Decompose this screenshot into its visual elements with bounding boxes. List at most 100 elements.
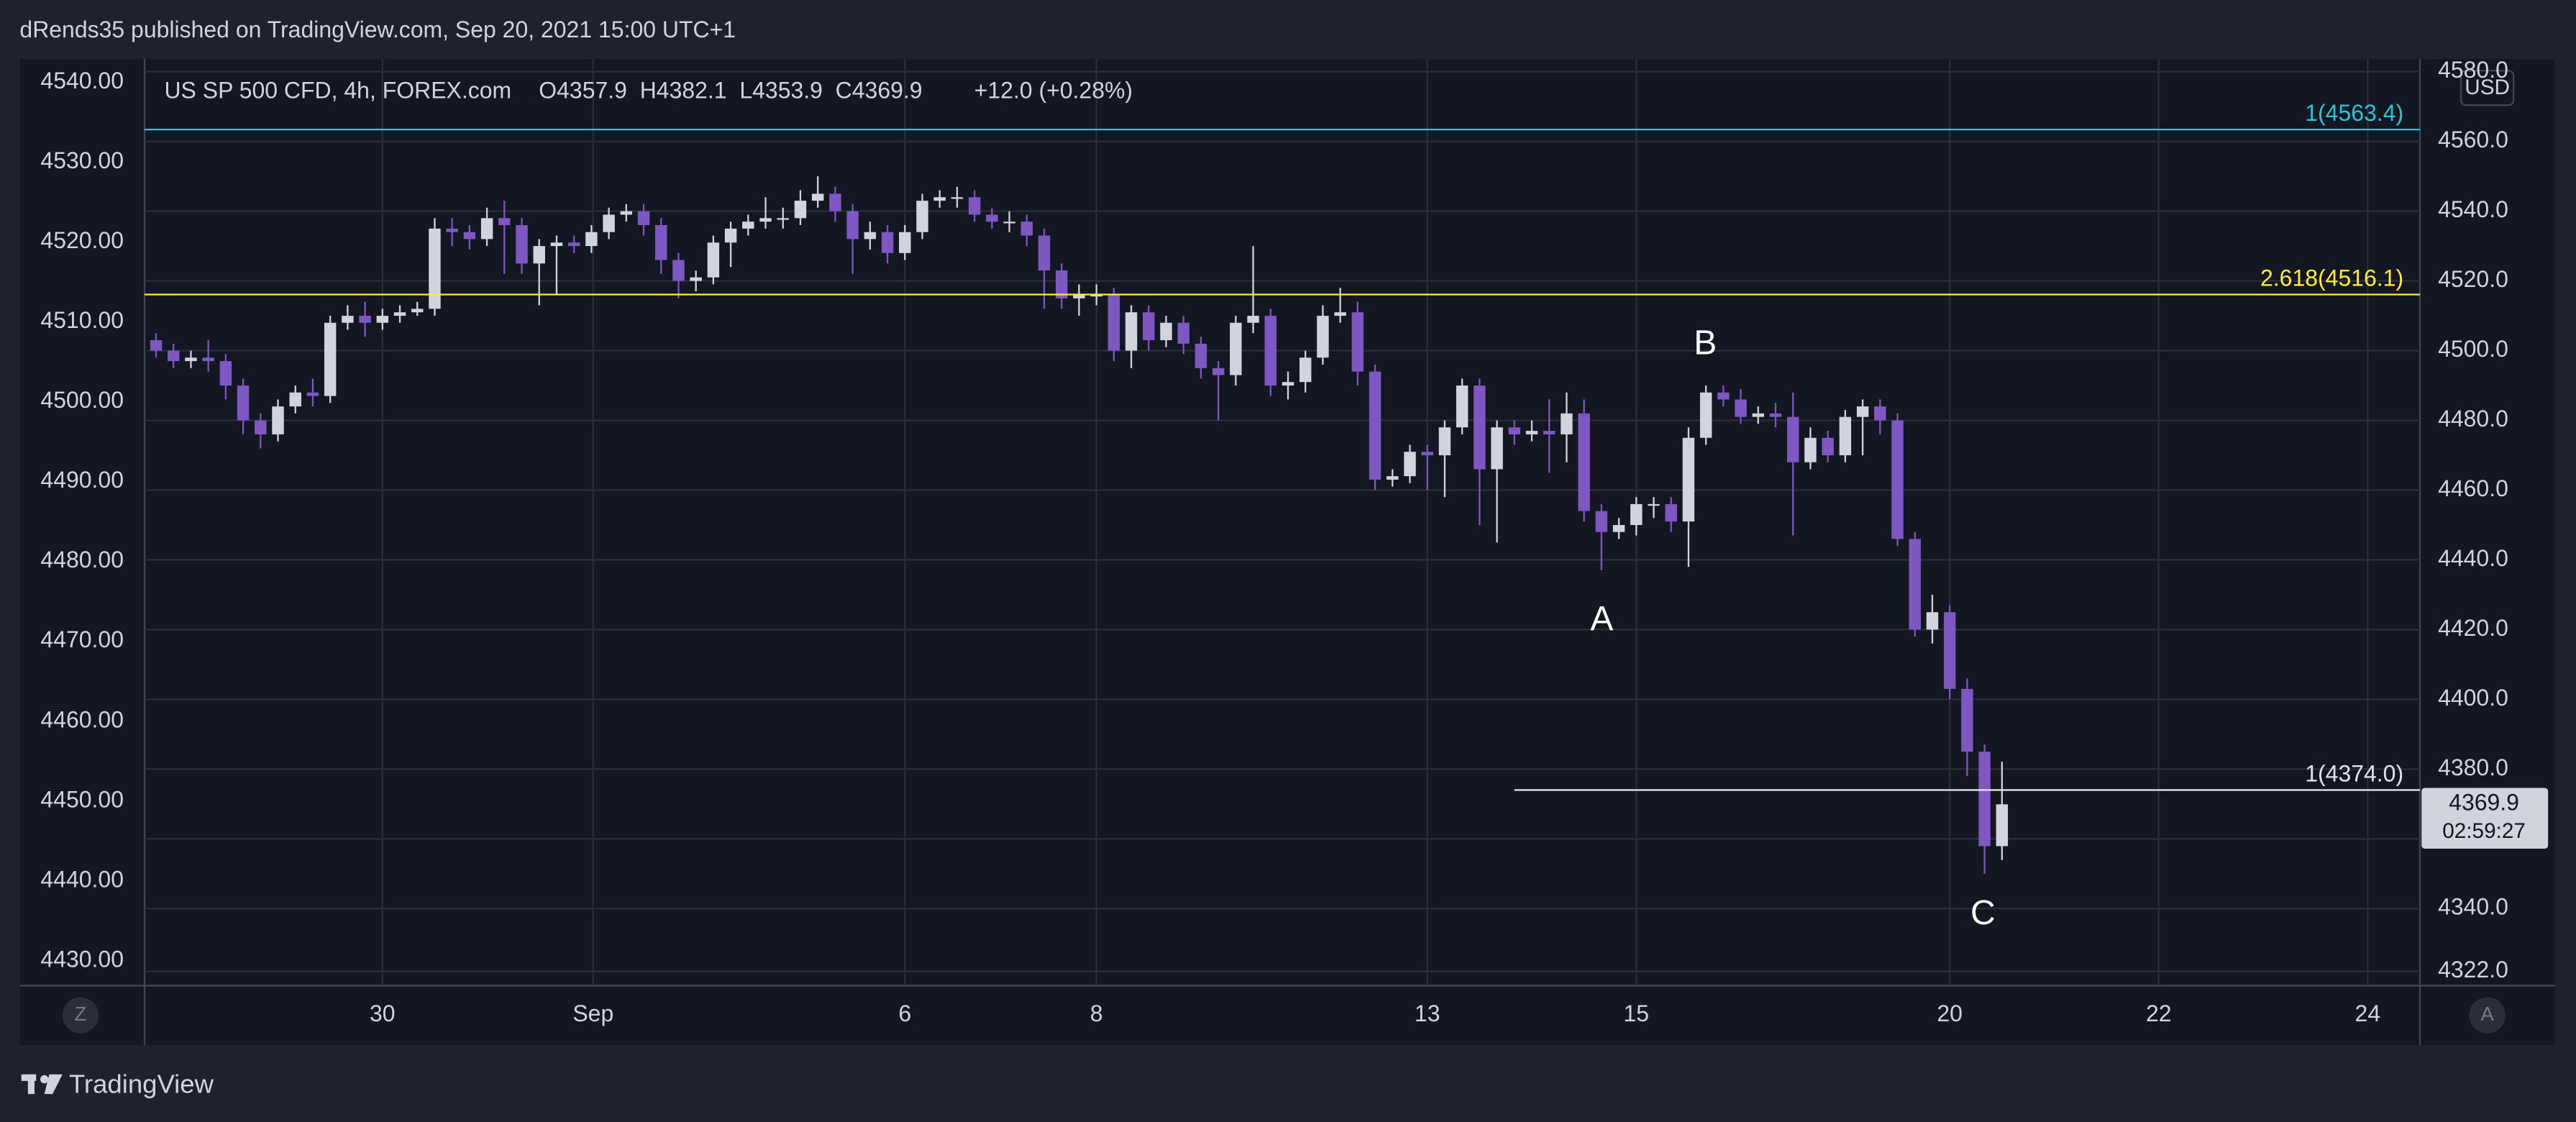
zoom-label[interactable]: Z — [75, 1003, 87, 1025]
candle-body — [150, 340, 163, 351]
candle-body — [1630, 503, 1643, 525]
candle-body — [1926, 612, 1939, 630]
candle-body — [1195, 343, 1207, 368]
candle-body — [516, 225, 528, 264]
candle-body — [585, 232, 598, 247]
y-tick-label: 4520.00 — [40, 227, 124, 253]
candle-body — [1804, 437, 1817, 462]
y2-tick-label: 4420.0 — [2438, 615, 2508, 641]
logo — [21, 1074, 63, 1095]
candle-body — [968, 197, 981, 215]
candle-body — [1456, 386, 1469, 428]
candle-body — [672, 260, 685, 281]
candle-body — [1160, 322, 1172, 341]
candle-body — [1856, 406, 1869, 417]
candle-body — [1020, 222, 1033, 236]
candle-body — [393, 312, 406, 316]
y-tick-label: 4480.00 — [40, 547, 124, 573]
x-tick-label: Sep — [572, 1000, 613, 1026]
price-tag-countdown: 02:59:27 — [2442, 819, 2526, 843]
y-tick-label: 4460.00 — [40, 706, 124, 732]
candle-body — [1247, 316, 1259, 323]
candle-body — [1595, 511, 1608, 532]
y2-tick-label: 4580.0 — [2438, 57, 2508, 83]
candle-body — [1735, 399, 1747, 417]
candle-body — [986, 214, 998, 222]
y-tick-label: 4440.00 — [40, 866, 124, 892]
y-tick-label: 4530.00 — [40, 147, 124, 173]
candle-body — [916, 201, 928, 232]
candle-body — [1177, 322, 1189, 344]
candle-body — [794, 201, 807, 219]
x-tick-label: 15 — [1624, 1000, 1650, 1026]
candle-body — [1264, 316, 1277, 386]
currency-box[interactable] — [2459, 70, 2515, 106]
candle-body — [202, 357, 214, 362]
candle-body — [185, 357, 197, 362]
candle-body — [1230, 322, 1242, 375]
candle-body — [342, 316, 354, 323]
auto-button[interactable] — [2469, 997, 2506, 1034]
candle-body — [567, 242, 580, 247]
y2-tick-label: 4340.0 — [2438, 894, 2508, 920]
candle-body — [1317, 316, 1329, 358]
candle-body — [480, 218, 493, 240]
candle-body — [255, 420, 267, 434]
y2-tick-label: 4440.0 — [2438, 545, 2508, 571]
candle-body — [1508, 427, 1521, 434]
y2-tick-label: 4480.0 — [2438, 406, 2508, 432]
candle-body — [1717, 392, 1730, 400]
x-tick-label: 13 — [1415, 1000, 1440, 1026]
candle-body — [637, 211, 650, 226]
candle-body — [1648, 503, 1660, 506]
candle-body — [777, 218, 789, 220]
y-tick-label: 4490.00 — [40, 467, 124, 493]
candle-body — [1943, 612, 1956, 689]
y2-tick-label: 4500.0 — [2438, 336, 2508, 362]
x-tick-label: 8 — [1090, 1000, 1103, 1026]
candle-body — [533, 246, 545, 264]
level-label: 1(4563.4) — [2305, 100, 2403, 126]
ohlc: O4357.9 H4382.1 L4353.9 C4369.9 — [539, 77, 922, 103]
candle-body — [1874, 406, 1886, 421]
candle-body — [1369, 371, 1381, 480]
candle-body — [1491, 427, 1503, 470]
candle-body — [1891, 420, 1904, 539]
candle-body — [707, 242, 720, 278]
candle-body — [168, 350, 180, 362]
y2-tick-label: 4560.0 — [2438, 127, 2508, 152]
candle-body — [1125, 312, 1138, 351]
candle-body — [742, 222, 754, 229]
candle-body — [446, 228, 458, 232]
candle-body — [411, 309, 424, 313]
zoom-button[interactable] — [62, 997, 99, 1034]
candle-body — [1909, 539, 1921, 630]
auto-label[interactable]: A — [2480, 1003, 2494, 1025]
candle-body — [550, 242, 563, 247]
candle-body — [1003, 222, 1015, 224]
candle-body — [1578, 413, 1590, 511]
candle-body — [1839, 416, 1852, 455]
candle-body — [1612, 524, 1625, 532]
candle-body — [724, 228, 737, 243]
level-label: 2.618(4516.1) — [2260, 265, 2403, 291]
x-tick-label: 20 — [1937, 1000, 1963, 1026]
x-tick-label: 24 — [2355, 1000, 2381, 1026]
wave-label: C — [1970, 894, 1996, 932]
x-tick-label: 22 — [2146, 1000, 2172, 1026]
candle-body — [829, 193, 841, 211]
candle-body — [1474, 386, 1486, 470]
currency[interactable]: USD — [2465, 76, 2510, 99]
candle-body — [1212, 368, 1225, 375]
candle-body — [219, 361, 232, 386]
y2-tick-label: 4400.0 — [2438, 685, 2508, 711]
candle-body — [1543, 431, 1556, 434]
candle-body — [1822, 437, 1834, 455]
y2-tick-label: 4520.0 — [2438, 266, 2508, 292]
footer-brand: TradingView — [69, 1069, 214, 1098]
candle-body — [846, 211, 859, 240]
candle-body — [1404, 452, 1416, 477]
candle-body — [1351, 312, 1364, 372]
y-tick-label: 4430.00 — [40, 946, 124, 972]
